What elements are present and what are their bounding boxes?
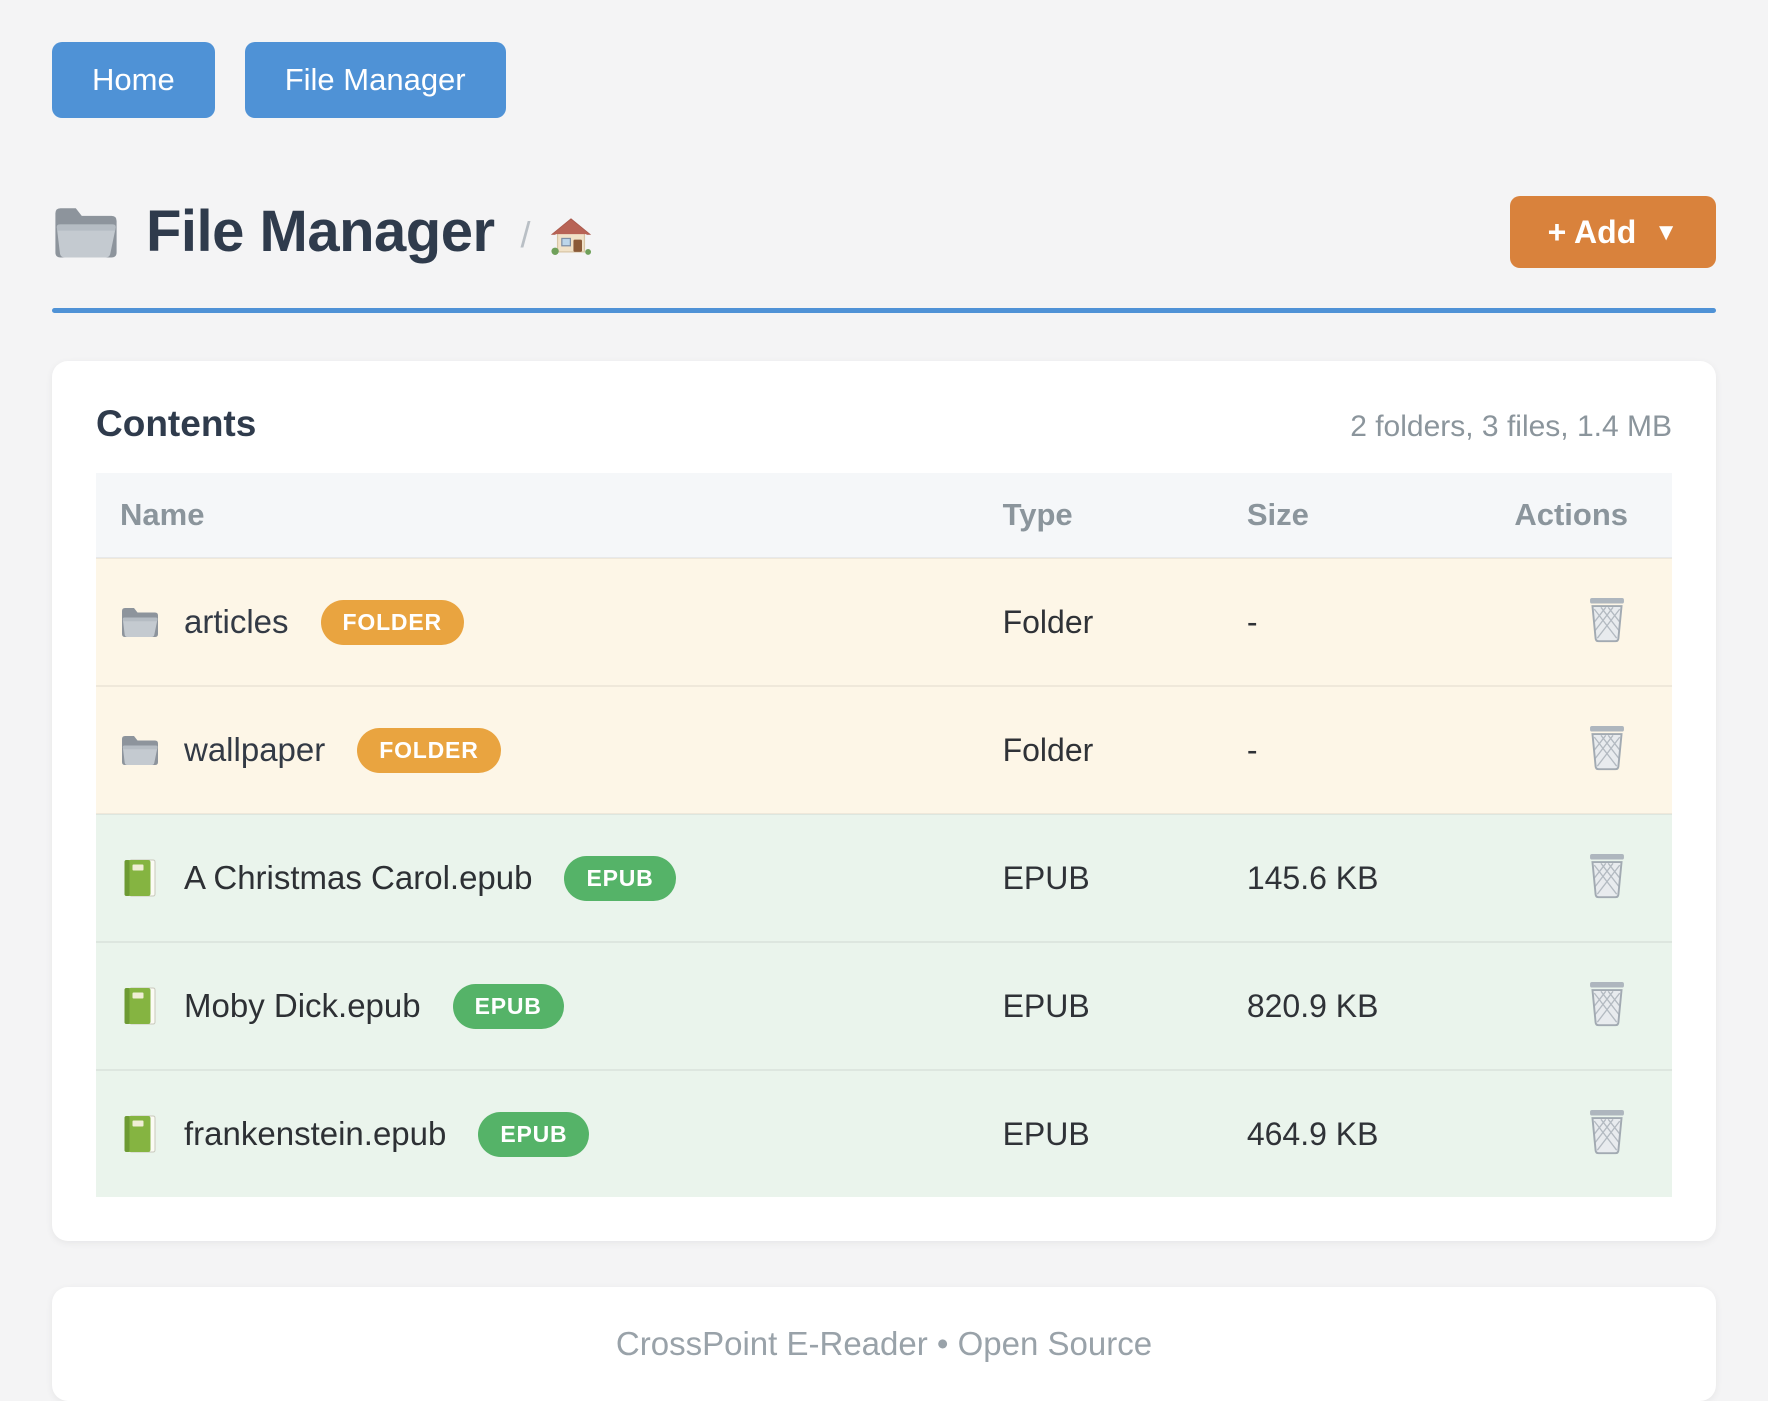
- folder-icon: [52, 203, 120, 261]
- table-row[interactable]: A Christmas Carol.epub EPUB EPUB 145.6 K…: [96, 814, 1672, 942]
- size-cell: -: [1246, 731, 1258, 768]
- actions-cell: [1483, 942, 1672, 1070]
- type-badge: EPUB: [564, 855, 676, 901]
- actions-cell: [1483, 558, 1672, 686]
- file-name: wallpaper: [184, 731, 326, 768]
- delete-button[interactable]: [1582, 1105, 1632, 1162]
- page-header: File Manager / + Add ▼: [52, 196, 1716, 268]
- delete-button[interactable]: [1582, 977, 1632, 1034]
- breadcrumb-separator: /: [520, 214, 531, 255]
- file-manager-button[interactable]: File Manager: [244, 42, 506, 118]
- table-row[interactable]: wallpaper FOLDER Folder -: [96, 686, 1672, 814]
- green-book-icon: [120, 986, 160, 1026]
- column-header-name: Name: [96, 473, 979, 558]
- contents-title: Contents: [96, 403, 257, 444]
- actions-cell: [1483, 686, 1672, 814]
- delete-button[interactable]: [1582, 721, 1632, 778]
- column-header-type: Type: [978, 473, 1223, 558]
- actions-cell: [1483, 814, 1672, 942]
- size-cell: 145.6 KB: [1246, 859, 1379, 896]
- type-badge: FOLDER: [320, 599, 464, 645]
- wastebasket-icon: [1586, 981, 1628, 1030]
- type-badge: EPUB: [452, 983, 564, 1029]
- type-badge: EPUB: [478, 1111, 590, 1157]
- file-link[interactable]: frankenstein.epub EPUB: [120, 1111, 955, 1157]
- page-title: File Manager: [146, 199, 495, 264]
- wastebasket-icon: [1586, 597, 1628, 646]
- column-header-actions: Actions: [1482, 473, 1672, 558]
- wastebasket-icon: [1586, 1109, 1628, 1158]
- delete-button[interactable]: [1582, 593, 1632, 650]
- type-cell: Folder: [1002, 603, 1094, 640]
- file-name: articles: [184, 603, 289, 640]
- file-name: Moby Dick.epub: [184, 987, 421, 1024]
- file-name: frankenstein.epub: [184, 1115, 447, 1152]
- table-row[interactable]: frankenstein.epub EPUB EPUB 464.9 KB: [96, 1070, 1672, 1197]
- table-row[interactable]: Moby Dick.epub EPUB EPUB 820.9 KB: [96, 942, 1672, 1070]
- file-table: Name Type Size Actions articles FOLDER: [96, 473, 1672, 1197]
- home-button[interactable]: Home: [52, 42, 215, 118]
- type-badge: FOLDER: [357, 727, 501, 773]
- table-header-row: Name Type Size Actions: [96, 473, 1672, 558]
- column-header-size: Size: [1222, 473, 1483, 558]
- caret-down-icon: ▼: [1654, 219, 1678, 246]
- wastebasket-icon: [1586, 725, 1628, 774]
- green-book-icon: [120, 1114, 160, 1154]
- file-link[interactable]: wallpaper FOLDER: [120, 727, 955, 773]
- add-button[interactable]: + Add ▼: [1509, 196, 1716, 268]
- add-button-label: + Add: [1547, 213, 1637, 250]
- type-cell: EPUB: [1002, 987, 1090, 1024]
- size-cell: 464.9 KB: [1246, 1115, 1379, 1152]
- wastebasket-icon: [1586, 853, 1628, 902]
- file-link[interactable]: A Christmas Carol.epub EPUB: [120, 855, 955, 901]
- table-row[interactable]: articles FOLDER Folder -: [96, 558, 1672, 686]
- folder-icon: [120, 602, 160, 642]
- home-icon[interactable]: [549, 215, 593, 257]
- type-cell: EPUB: [1002, 1115, 1090, 1152]
- contents-summary: 2 folders, 3 files, 1.4 MB: [1350, 410, 1672, 443]
- file-name: A Christmas Carol.epub: [184, 859, 533, 896]
- size-cell: -: [1246, 603, 1258, 640]
- contents-card: Contents 2 folders, 3 files, 1.4 MB Name…: [52, 361, 1716, 1241]
- delete-button[interactable]: [1582, 849, 1632, 906]
- actions-cell: [1483, 1070, 1672, 1197]
- footer-card: CrossPoint E-Reader • Open Source: [52, 1287, 1716, 1401]
- top-nav: Home File Manager: [52, 42, 1716, 118]
- type-cell: Folder: [1002, 731, 1094, 768]
- file-link[interactable]: Moby Dick.epub EPUB: [120, 983, 955, 1029]
- green-book-icon: [120, 858, 160, 898]
- file-link[interactable]: articles FOLDER: [120, 599, 955, 645]
- folder-icon: [120, 730, 160, 770]
- file-table-body: articles FOLDER Folder -: [96, 558, 1672, 1197]
- footer-text: CrossPoint E-Reader • Open Source: [615, 1325, 1153, 1362]
- type-cell: EPUB: [1002, 859, 1090, 896]
- header-divider: [52, 308, 1716, 313]
- size-cell: 820.9 KB: [1246, 987, 1379, 1024]
